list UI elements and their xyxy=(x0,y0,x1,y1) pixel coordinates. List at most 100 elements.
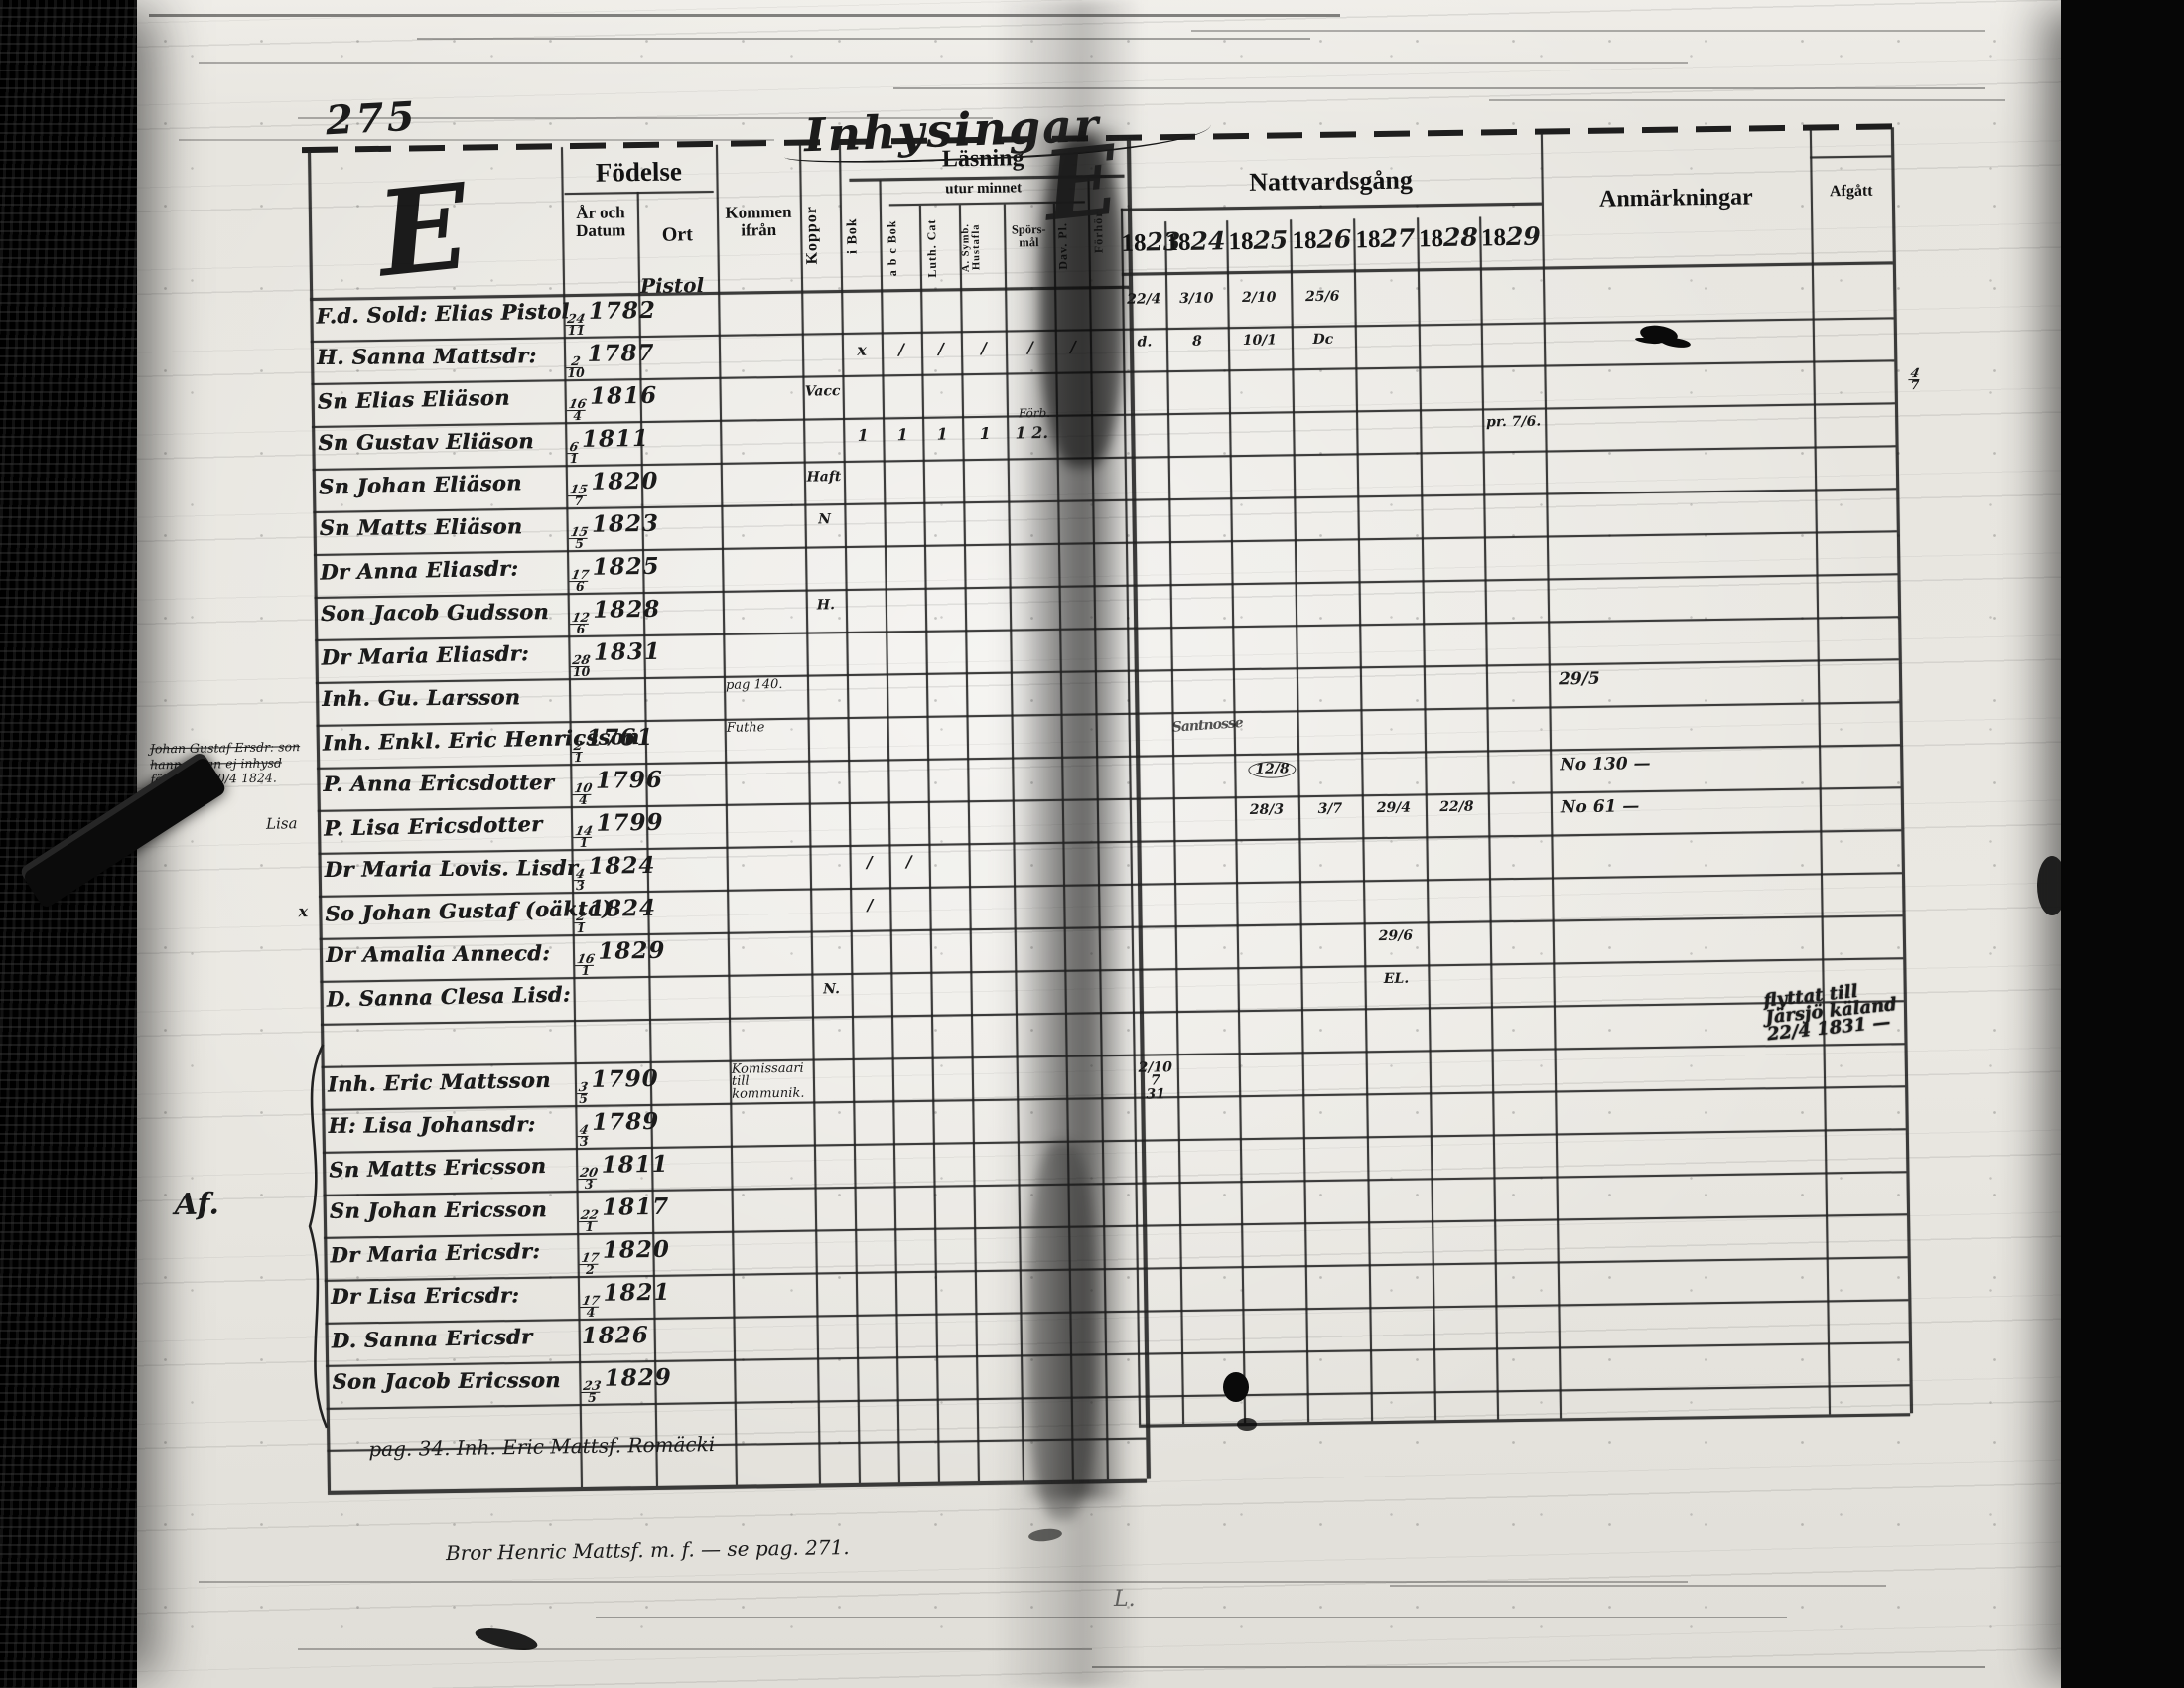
communion-mark: 10/1 xyxy=(1242,332,1278,350)
person-name: Sn Elias Eliäson xyxy=(317,384,510,414)
birth-day-month: 2 10 xyxy=(566,352,586,380)
person-name: Inh. Enkl. Eric Henricsson xyxy=(322,723,640,756)
year-handwritten: 26 xyxy=(1316,224,1352,254)
reading-mark: 1 2. xyxy=(1015,422,1049,443)
birth-date: 12 6 1828 xyxy=(569,596,721,636)
birth-date: 14 1 1799 xyxy=(573,809,724,850)
birth-date: 4 3 1789 xyxy=(577,1107,728,1149)
person-name: Dr Maria Ericsdr: xyxy=(330,1238,541,1268)
header-col-i-bok: i Bok xyxy=(845,217,861,255)
person-name: D. Sanna Clesa Lisd: xyxy=(326,981,571,1012)
koppor-mark: N xyxy=(818,511,832,528)
communion-mark: 3/10 xyxy=(1179,290,1214,307)
margin-tag: Lisa xyxy=(265,814,298,833)
year-handwritten: 27 xyxy=(1380,223,1416,253)
reading-mark: 1 xyxy=(979,423,991,443)
year-header-cell: 1827 xyxy=(1353,223,1417,254)
birth-day-month: 12 6 xyxy=(569,609,592,636)
person-name: Dr Anna Eliasdr: xyxy=(320,555,519,585)
birth-year: 1811 xyxy=(601,1150,669,1179)
birth-date: 22 1 1817 xyxy=(578,1193,730,1234)
communion-mark: 25/6 xyxy=(1305,288,1340,306)
person-name: So Johan Gustaf (oäkta) xyxy=(325,895,613,926)
grid-hline xyxy=(1810,155,1892,159)
birth-year: 1816 xyxy=(589,381,658,410)
birth-year: 1831 xyxy=(593,637,662,666)
header-nattvardsgang: Nattvardsgång xyxy=(1249,165,1414,197)
grid-hline xyxy=(1121,261,1893,276)
person-name: F.d. Sold: Elias Pistol xyxy=(316,298,570,329)
person-name: Inh. Eric Mattsson xyxy=(327,1066,551,1097)
birth-year: 1829 xyxy=(604,1363,672,1392)
reading-mark: / xyxy=(897,340,905,359)
birth-date: 28 10 1831 xyxy=(570,637,721,679)
birth-year: 1789 xyxy=(592,1107,660,1136)
birth-year: 1824 xyxy=(588,851,656,880)
communion-mark: Santnosse xyxy=(1171,715,1244,736)
year-header-cell: 1829 xyxy=(1479,222,1542,252)
birth-date: 6 1 1811 xyxy=(567,425,718,466)
header-fodelse: Födelse xyxy=(595,156,683,188)
birth-date: 4 3 1824 xyxy=(573,851,725,893)
birth-year: 1761 xyxy=(586,723,654,752)
koppor-mark: H. xyxy=(816,597,836,614)
birth-date: 24 11 1782 xyxy=(565,297,716,338)
reading-mark: x xyxy=(857,340,867,359)
year-printed: 18 xyxy=(1480,224,1507,252)
calligraphic-flourish: E xyxy=(1038,123,1123,243)
book-right-edge xyxy=(2061,0,2184,1688)
register-table: E Födelse År och Datum Ort Kommen ifrån … xyxy=(150,123,1958,1620)
birth-year: 1817 xyxy=(602,1193,670,1221)
koppor-mark: Vacc xyxy=(804,383,841,400)
margin-brace xyxy=(308,1044,329,1429)
reading-mark: 1 xyxy=(857,425,870,445)
year-header-cell: 1824 xyxy=(1164,226,1226,256)
person-name: H: Lisa Johansdr: xyxy=(328,1111,536,1138)
person-name: P. Lisa Ericsdotter xyxy=(323,810,543,841)
year-header-cell: 1826 xyxy=(1290,224,1353,255)
birth-year: 1823 xyxy=(591,509,660,538)
birth-day-month: 20 3 xyxy=(578,1164,600,1192)
birth-year: 1787 xyxy=(587,339,655,367)
birth-date: 2 1 1824 xyxy=(574,895,725,935)
birth-day-month: 10 4 xyxy=(572,779,595,807)
birth-date: 16 4 1816 xyxy=(566,381,718,423)
person-name: Sn Matts Ericsson xyxy=(328,1152,547,1183)
birth-date: 17 2 1820 xyxy=(579,1236,730,1277)
remark-note: No 61 — xyxy=(1560,796,1640,818)
year-printed: 18 xyxy=(1355,225,1381,254)
birth-date: 23 5 1829 xyxy=(581,1363,732,1405)
year-handwritten: 24 xyxy=(1190,226,1226,256)
communion-mark: 3/7 xyxy=(1317,800,1343,817)
reading-mark: / xyxy=(905,852,912,872)
birth-year: 1821 xyxy=(603,1278,671,1307)
person-name: Son Jacob Ericsson xyxy=(332,1367,561,1394)
birth-day-month: 16 1 xyxy=(574,950,597,978)
kommen-ifran-note: Futhe xyxy=(726,720,765,736)
birth-year: 1796 xyxy=(595,766,664,794)
communion-mark: 12/8 xyxy=(1248,761,1297,779)
reading-mark: / xyxy=(1069,337,1077,356)
year-handwritten: 25 xyxy=(1253,225,1289,255)
header-afgatt: Afgått xyxy=(1829,182,1873,201)
birth-year: 1829 xyxy=(598,936,666,965)
remark-note: No 130 — xyxy=(1560,754,1651,775)
header-koppor: Koppor xyxy=(802,205,821,265)
person-name: Inh. Gu. Larsson xyxy=(322,684,521,711)
communion-mark: 22/4 xyxy=(1127,291,1161,308)
remark-note: 29/5 xyxy=(1558,668,1600,690)
header-col-luth-cat: Luth. Cat xyxy=(924,218,939,278)
person-name: Dr Maria Eliasdr: xyxy=(321,640,530,670)
margin-af-note: Af. xyxy=(174,1187,220,1223)
birth-day-month: 15 7 xyxy=(567,481,590,508)
birth-day-month: 24 11 xyxy=(565,310,588,338)
birth-year: 1790 xyxy=(591,1064,659,1093)
person-name: Sn Johan Eliäson xyxy=(318,470,522,499)
reading-mark: / xyxy=(937,339,945,358)
birth-date: 15 5 1823 xyxy=(568,509,719,551)
year-printed: 18 xyxy=(1292,226,1317,255)
